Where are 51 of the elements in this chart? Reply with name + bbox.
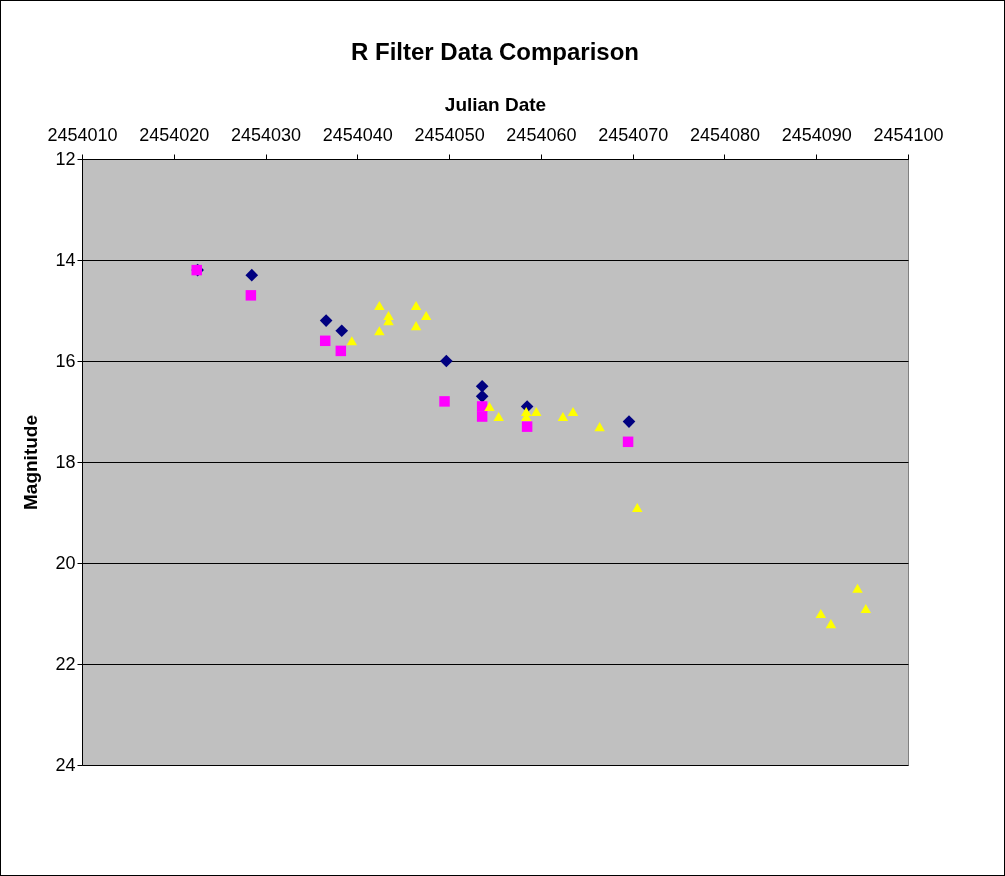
point [622, 436, 634, 448]
x-tick-label: 2454090 [781, 124, 852, 145]
point [410, 300, 422, 310]
point [319, 314, 333, 327]
x-tick-label: 2454030 [231, 124, 302, 145]
point [335, 324, 349, 338]
y-tick-label: 20 [55, 552, 76, 573]
x-tick-label: 2454060 [506, 124, 577, 145]
point [594, 422, 605, 432]
point [319, 335, 331, 347]
point [852, 583, 863, 593]
point [440, 354, 453, 368]
point [475, 379, 489, 393]
point [557, 412, 569, 422]
x-tick-label: 2454040 [322, 124, 393, 145]
point [815, 608, 827, 619]
point [374, 326, 385, 336]
y-tick-label: 16 [55, 350, 76, 371]
point [493, 412, 504, 422]
point [346, 336, 358, 346]
x-tick-label: 2454050 [414, 124, 485, 145]
point [410, 321, 422, 331]
point [521, 421, 533, 432]
point [374, 300, 385, 310]
x-tick-label: 2454020 [139, 124, 210, 145]
point [439, 396, 450, 407]
y-tick-label: 14 [55, 249, 76, 270]
y-tick-label: 22 [55, 653, 76, 674]
y-tick-label: 24 [55, 754, 76, 775]
point [484, 401, 495, 411]
point [622, 415, 636, 428]
point [335, 345, 347, 357]
point [245, 290, 257, 301]
point [476, 411, 488, 422]
y-tick-label: 18 [55, 451, 76, 472]
x-tick-label: 2454080 [689, 124, 760, 145]
point [825, 619, 837, 629]
x-tick-label: 2454100 [873, 124, 944, 145]
point [475, 390, 489, 403]
y-axis-title: Magnitude [20, 415, 42, 510]
point [567, 406, 579, 417]
x-tick-label: 2454010 [47, 124, 118, 145]
point [420, 311, 432, 321]
point [860, 603, 872, 613]
chart-title: R Filter Data Comparison [350, 38, 640, 65]
x-axis-title: Julian Date [444, 93, 547, 115]
point [245, 268, 259, 282]
x-tick-label: 2454070 [598, 124, 669, 145]
y-tick-label: 12 [55, 148, 76, 169]
point [531, 406, 542, 417]
point [632, 502, 643, 512]
